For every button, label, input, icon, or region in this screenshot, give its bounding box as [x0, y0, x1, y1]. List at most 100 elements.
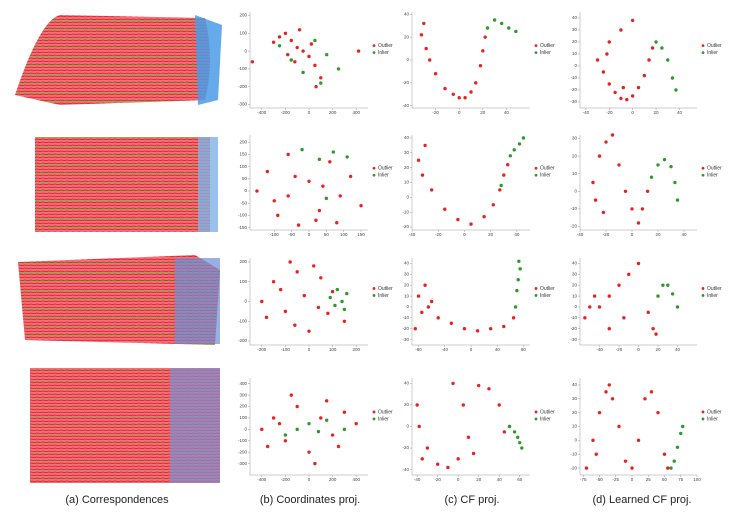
y-tick-label: -20	[402, 326, 409, 331]
legend-marker	[701, 410, 705, 414]
point	[656, 294, 660, 298]
y-tick-label: 40	[404, 381, 410, 386]
point	[260, 427, 264, 432]
y-tick-label: -10	[402, 209, 409, 214]
y-tick-label: 150	[239, 152, 247, 157]
point	[607, 326, 611, 331]
x-tick-label: 0	[308, 347, 311, 352]
x-tick-label: -200	[281, 110, 291, 115]
y-tick-label: 0	[574, 188, 577, 193]
point	[617, 283, 621, 287]
point	[645, 189, 650, 193]
x-tick-label: 0	[637, 347, 640, 352]
legend-marker	[534, 417, 538, 421]
x-tick-label: 0	[308, 110, 311, 115]
point	[622, 316, 626, 320]
y-tick-label: -40	[402, 467, 409, 472]
point	[283, 439, 288, 443]
y-tick-label: 30	[572, 27, 578, 32]
point	[462, 326, 467, 331]
point	[286, 194, 290, 198]
y-tick-label: 40	[572, 15, 578, 20]
scatter-panel: -400 -200 0 200 400 -300 -200 -100 0 100 200 Outlie…	[238, 12, 393, 115]
point	[328, 160, 332, 164]
point	[265, 169, 270, 174]
point	[342, 410, 347, 414]
point	[325, 52, 329, 57]
legend-label: Inlier	[707, 293, 718, 299]
y-tick-label: 0	[406, 57, 409, 62]
point	[636, 85, 641, 90]
point	[654, 332, 658, 336]
point	[621, 85, 625, 90]
y-tick-label: 20	[572, 153, 578, 158]
point	[297, 28, 302, 32]
point	[331, 150, 335, 154]
point	[607, 294, 611, 298]
point	[485, 26, 490, 30]
point	[456, 457, 460, 461]
point	[317, 208, 322, 213]
x-tick-label: 400	[352, 110, 360, 115]
caption: (b) Coordinates proj.	[260, 494, 360, 506]
caption: (c) CF proj.	[445, 494, 500, 506]
x-tick-label: 50	[662, 477, 668, 482]
y-tick-label: 0	[406, 195, 409, 200]
x-tick-label: -400	[257, 477, 267, 482]
point	[511, 316, 516, 320]
point	[666, 466, 670, 470]
legend-label: Outlier	[540, 286, 555, 292]
correspondence-images	[15, 15, 222, 483]
point	[518, 267, 522, 271]
point	[520, 446, 524, 450]
x-tick-label: 20	[488, 232, 494, 237]
point	[325, 399, 329, 403]
point	[476, 383, 481, 388]
y-tick-label: 40	[404, 135, 410, 140]
point	[295, 45, 299, 50]
x-tick-label: 0	[463, 232, 466, 237]
point	[491, 203, 495, 207]
point	[482, 214, 486, 219]
x-tick-label: -400	[257, 110, 267, 115]
point	[340, 299, 344, 304]
x-tick-label: 40	[497, 477, 503, 482]
point	[670, 76, 675, 80]
legend-label: Outlier	[378, 409, 393, 415]
point	[508, 154, 513, 158]
y-tick-label: -30	[570, 337, 577, 342]
y-tick-label: -100	[238, 318, 248, 323]
x-tick-label: 0	[631, 110, 634, 115]
point	[276, 213, 280, 218]
point	[474, 81, 478, 85]
point	[497, 403, 501, 407]
point	[250, 60, 255, 64]
scatter-panel: -400 -200 0 200 400 -300 -200 -100 0 100 200 300 400…	[238, 378, 393, 482]
point	[478, 64, 483, 68]
y-tick-label: -200	[238, 338, 248, 343]
y-tick-label: -100	[238, 438, 248, 443]
point	[283, 433, 288, 437]
point	[264, 315, 269, 320]
y-tick-label: -20	[570, 465, 577, 470]
point	[666, 283, 670, 287]
point	[420, 173, 425, 177]
y-tick-label: 20	[572, 39, 578, 44]
point	[317, 157, 322, 162]
x-tick-label: -20	[435, 232, 442, 237]
point	[286, 52, 290, 57]
point	[422, 21, 426, 26]
y-tick-label: 20	[572, 282, 578, 287]
x-tick-label: -40	[596, 347, 603, 352]
y-tick-label: 100	[239, 164, 247, 169]
point	[610, 133, 615, 137]
x-tick-label: 100	[340, 232, 348, 237]
legend-marker	[701, 44, 705, 47]
correspondence-row-2	[35, 137, 218, 232]
point	[436, 316, 440, 320]
point	[607, 82, 611, 86]
point	[517, 142, 522, 146]
point	[307, 54, 311, 59]
y-tick-label: -200	[238, 84, 248, 89]
point	[277, 44, 282, 48]
